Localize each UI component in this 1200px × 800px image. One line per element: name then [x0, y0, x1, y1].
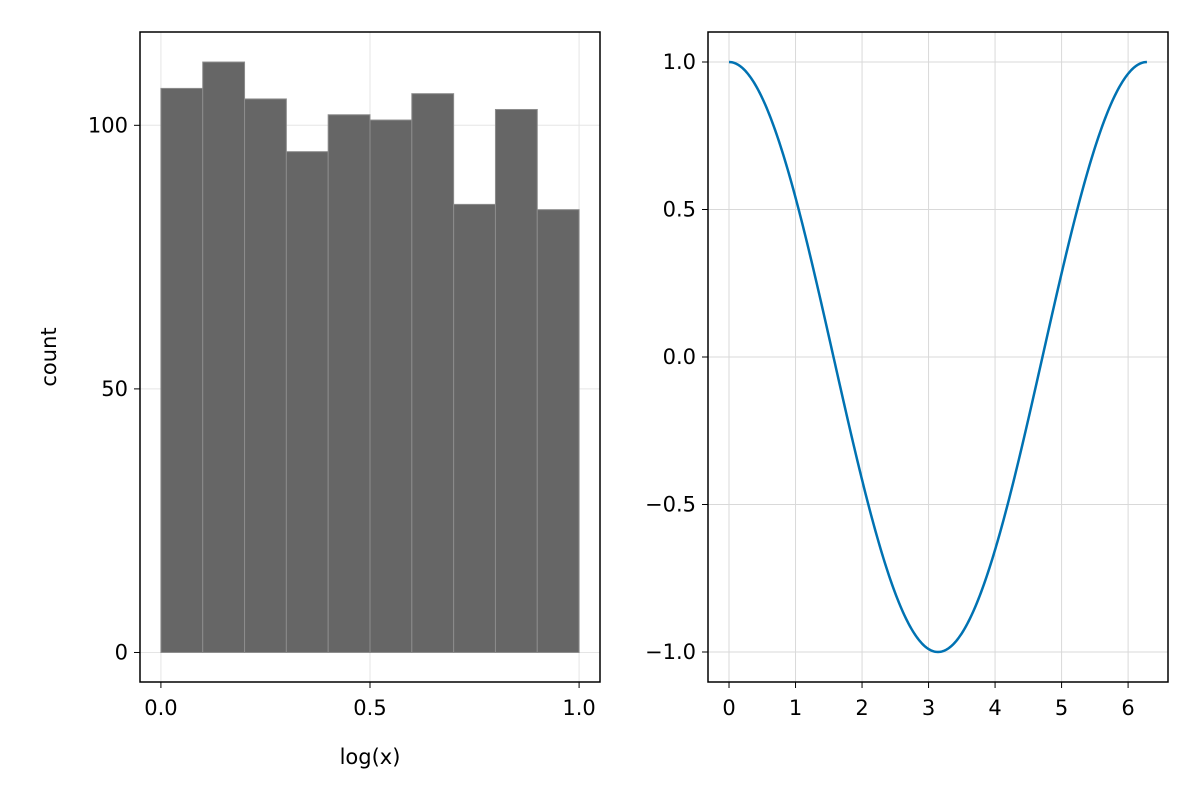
- x-tick-label: 1: [789, 696, 802, 720]
- histogram-bar: [453, 203, 496, 653]
- y-tick-label: 0.0: [663, 345, 696, 369]
- y-tick-label: −0.5: [645, 492, 696, 516]
- x-tick-label: 0.5: [353, 696, 386, 720]
- histogram-bar: [411, 93, 455, 653]
- x-tick-label: 0: [722, 696, 735, 720]
- y-tick-label: 0.5: [663, 198, 696, 222]
- y-tick-label: 50: [101, 377, 128, 401]
- x-tick-label: 5: [1055, 696, 1068, 720]
- x-tick-label: 1.0: [562, 696, 595, 720]
- x-tick-label: 0.0: [144, 696, 177, 720]
- histogram-bar: [369, 119, 413, 653]
- histogram-bar: [202, 61, 246, 653]
- x-tick-label: 6: [1121, 696, 1134, 720]
- x-tick-label: 4: [988, 696, 1001, 720]
- x-tick-label: 3: [922, 696, 935, 720]
- cosine-axes: 0 1 2 3 4 5 6 −1.0 −0.5 0.0 0.5 1.0: [645, 31, 1169, 720]
- histogram-bar: [160, 87, 204, 653]
- histogram-axes: 0.0 0.5 1.0 0 50 100: [88, 31, 601, 720]
- y-axis-label: count: [37, 327, 61, 386]
- y-tick-label: 1.0: [663, 50, 696, 74]
- x-axis-label: log(x): [340, 745, 401, 769]
- histogram-bar: [536, 209, 580, 653]
- y-tick-label: 100: [88, 113, 128, 137]
- y-tick-label: 0: [115, 640, 128, 664]
- histogram-bar: [327, 114, 371, 653]
- cosine-line: [728, 60, 1147, 654]
- histogram-bar: [244, 98, 287, 653]
- histogram-bar: [285, 151, 329, 653]
- histogram-bar: [494, 108, 538, 653]
- x-tick-label: 2: [855, 696, 868, 720]
- y-tick-label: −1.0: [645, 640, 696, 664]
